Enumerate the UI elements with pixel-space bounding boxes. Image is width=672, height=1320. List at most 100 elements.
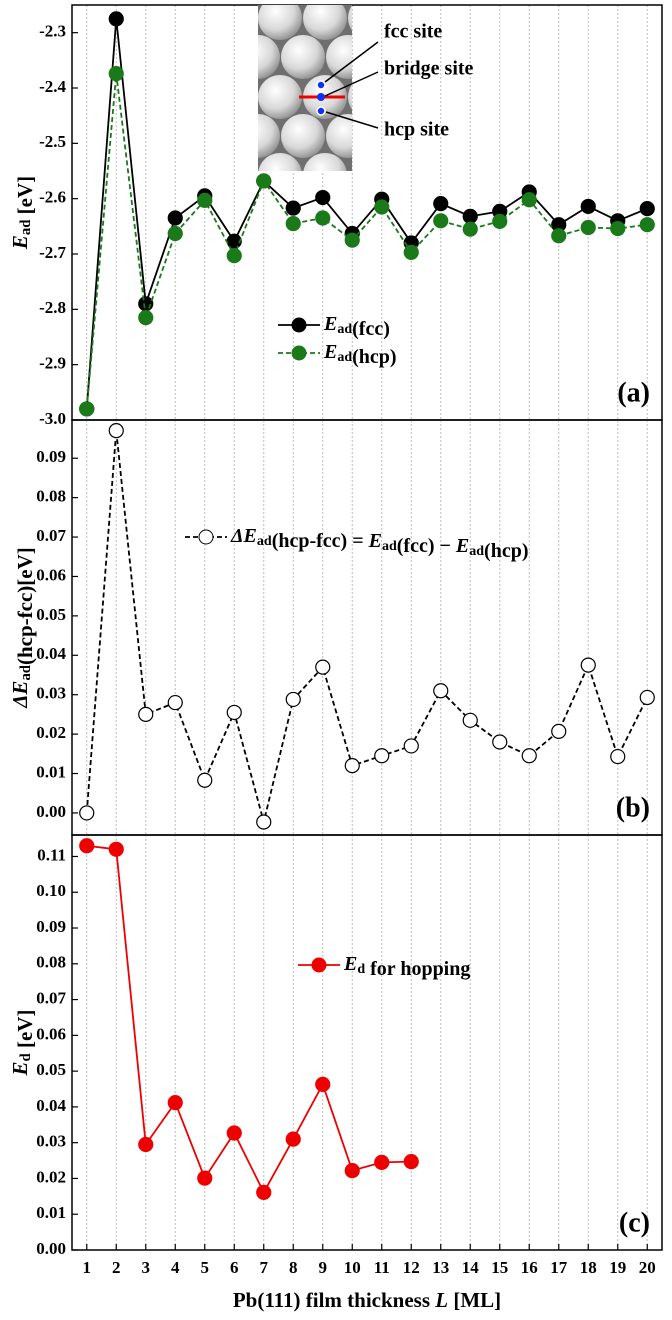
x-tick-label: 7 bbox=[260, 1258, 269, 1277]
data-point bbox=[256, 1184, 272, 1201]
text-part: (hcp-fcc) = bbox=[272, 530, 369, 552]
legend-marker bbox=[198, 529, 214, 545]
symbol: E bbox=[8, 235, 32, 250]
symbol: E bbox=[323, 313, 337, 335]
data-point bbox=[79, 805, 95, 821]
data-point bbox=[315, 210, 331, 226]
x-tick-label: 4 bbox=[171, 1258, 180, 1277]
y-tick-label: 0.04 bbox=[36, 1096, 66, 1115]
y-tick-label: 0.05 bbox=[36, 605, 66, 624]
inset-arrows bbox=[324, 41, 379, 129]
data-point bbox=[492, 734, 508, 750]
y-tick-label: 0.11 bbox=[37, 845, 66, 864]
y-tick-label: 0.08 bbox=[36, 487, 66, 506]
data-point bbox=[285, 215, 301, 232]
subscript: ad bbox=[257, 534, 272, 549]
x-tick-label: 6 bbox=[230, 1258, 239, 1277]
data-point bbox=[138, 706, 154, 723]
x-tick-label: 14 bbox=[462, 1258, 480, 1277]
y-tick-label: 0.07 bbox=[36, 988, 66, 1007]
data-point bbox=[315, 659, 331, 675]
subscript: ad bbox=[337, 350, 352, 365]
data-point bbox=[639, 201, 655, 217]
data-point bbox=[167, 210, 183, 226]
x-tick-label: 17 bbox=[550, 1258, 568, 1277]
data-point bbox=[108, 841, 124, 857]
y-tick-label: 0.00 bbox=[36, 802, 66, 821]
data-point bbox=[403, 738, 419, 754]
data-point bbox=[521, 748, 537, 764]
y-axis-label: Ed [eV] bbox=[8, 1010, 37, 1077]
symbol: E bbox=[343, 953, 357, 975]
subscript: ad bbox=[18, 220, 34, 236]
data-point bbox=[433, 196, 449, 212]
subscript: ad bbox=[469, 544, 484, 559]
data-point bbox=[285, 200, 301, 216]
symbol: E bbox=[368, 530, 382, 552]
hcp-dot bbox=[316, 106, 326, 116]
data-point bbox=[344, 232, 360, 248]
data-point bbox=[167, 694, 183, 711]
y-axis-label: ΔEad(hcp-fcc)[eV] bbox=[8, 547, 37, 708]
data-point bbox=[374, 748, 390, 764]
series-line bbox=[85, 430, 649, 823]
data-point bbox=[79, 401, 95, 417]
y-tick-label: -2.4 bbox=[39, 77, 66, 96]
y-tick-label: -2.5 bbox=[39, 132, 66, 151]
y-tick-label: 0.09 bbox=[36, 447, 66, 466]
x-tick-label: 5 bbox=[201, 1258, 210, 1277]
x-tick-label: 18 bbox=[580, 1258, 597, 1277]
legend-label: Ead(hcp) bbox=[323, 341, 397, 368]
data-point bbox=[403, 244, 419, 260]
data-point bbox=[462, 208, 478, 224]
data-point bbox=[639, 217, 655, 233]
y-tick-label: -2.8 bbox=[39, 298, 66, 317]
legend-marker bbox=[291, 317, 307, 333]
y-tick-label: -2.9 bbox=[39, 354, 66, 373]
y-tick-label: -2.7 bbox=[39, 243, 66, 262]
inset-label: bridge site bbox=[384, 58, 474, 80]
legend-marker bbox=[311, 957, 327, 973]
subscript: ad bbox=[337, 322, 352, 337]
symbol: E bbox=[455, 535, 469, 557]
text-part: (fcc) − bbox=[397, 535, 456, 557]
data-point bbox=[433, 213, 449, 229]
subscript: d bbox=[357, 962, 365, 977]
x-tick-label: 12 bbox=[403, 1258, 420, 1277]
y-tick-label: 0.08 bbox=[36, 953, 66, 972]
symbol: ΔE bbox=[8, 681, 32, 709]
y-tick-label: -2.3 bbox=[39, 22, 66, 41]
data-point bbox=[108, 11, 124, 27]
y-tick-label: -3.0 bbox=[39, 409, 66, 428]
x-tick-label: 15 bbox=[491, 1258, 508, 1277]
data-point bbox=[433, 683, 449, 699]
y-tick-label: 0.03 bbox=[36, 684, 66, 703]
data-point bbox=[138, 1136, 154, 1153]
x-tick-label: 11 bbox=[374, 1258, 390, 1277]
data-point bbox=[315, 189, 331, 206]
data-point bbox=[551, 228, 567, 244]
panel-frame bbox=[71, 419, 663, 836]
data-point bbox=[108, 423, 124, 439]
data-point bbox=[285, 691, 301, 708]
data-point bbox=[580, 657, 596, 673]
plots: -3.0 -2.9 -2.8 -2.7 -2.6 -2.5 -2.4 -2.3 Ead (fcc)… bbox=[8, 4, 663, 1312]
data-point bbox=[551, 723, 567, 739]
text-part: [ML] bbox=[448, 1288, 501, 1312]
data-point bbox=[580, 219, 596, 236]
symbol: L bbox=[434, 1288, 448, 1312]
data-point bbox=[167, 1095, 183, 1111]
data-point bbox=[79, 838, 95, 854]
data-point bbox=[256, 814, 272, 830]
x-tick-label: 8 bbox=[289, 1258, 298, 1277]
y-tick-label: 0.07 bbox=[36, 526, 66, 545]
x-tick-label: 10 bbox=[344, 1258, 361, 1277]
data-point bbox=[108, 66, 124, 82]
data-point bbox=[226, 248, 242, 264]
y-tick-label: -2.6 bbox=[39, 188, 66, 207]
text-part: [eV] bbox=[13, 1010, 37, 1054]
fcc-dot bbox=[316, 80, 326, 90]
subscript: ad bbox=[18, 665, 34, 681]
y-tick-label: 0.00 bbox=[36, 1239, 66, 1258]
y-tick-label: 0.02 bbox=[36, 723, 66, 742]
